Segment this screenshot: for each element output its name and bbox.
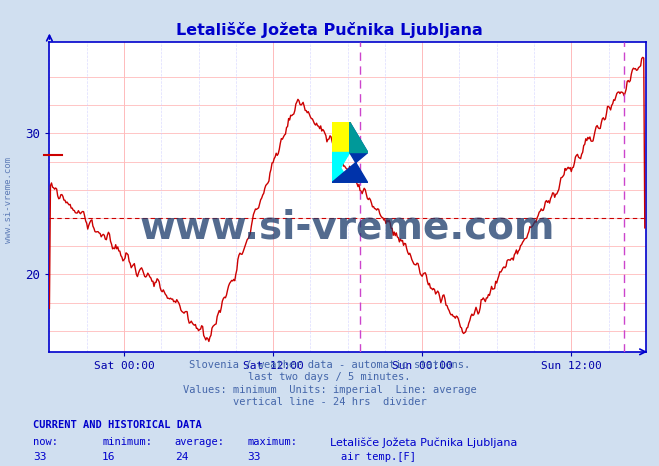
Text: CURRENT AND HISTORICAL DATA: CURRENT AND HISTORICAL DATA [33, 420, 202, 430]
Text: average:: average: [175, 437, 225, 447]
Polygon shape [331, 152, 350, 183]
Text: Slovenia / weather data - automatic stations.: Slovenia / weather data - automatic stat… [189, 360, 470, 370]
Text: last two days / 5 minutes.: last two days / 5 minutes. [248, 372, 411, 382]
Text: Letališče Jožeta Pučnika Ljubljana: Letališče Jožeta Pučnika Ljubljana [330, 437, 517, 448]
Text: maximum:: maximum: [247, 437, 297, 447]
Text: 16: 16 [102, 452, 115, 462]
Text: 24: 24 [175, 452, 188, 462]
Bar [331, 122, 350, 152]
Text: Letališče Jožeta Pučnika Ljubljana: Letališče Jožeta Pučnika Ljubljana [176, 22, 483, 38]
Text: Values: minimum  Units: imperial  Line: average: Values: minimum Units: imperial Line: av… [183, 385, 476, 395]
Polygon shape [331, 122, 350, 152]
Text: vertical line - 24 hrs  divider: vertical line - 24 hrs divider [233, 397, 426, 407]
Text: minimum:: minimum: [102, 437, 152, 447]
Polygon shape [331, 152, 350, 183]
Text: www.si-vreme.com: www.si-vreme.com [4, 158, 13, 243]
Text: air temp.[F]: air temp.[F] [341, 452, 416, 462]
Text: 33: 33 [33, 452, 46, 462]
Text: now:: now: [33, 437, 58, 447]
Polygon shape [350, 122, 368, 152]
Polygon shape [331, 122, 368, 183]
Text: www.si-vreme.com: www.si-vreme.com [140, 209, 556, 247]
Text: 33: 33 [247, 452, 260, 462]
